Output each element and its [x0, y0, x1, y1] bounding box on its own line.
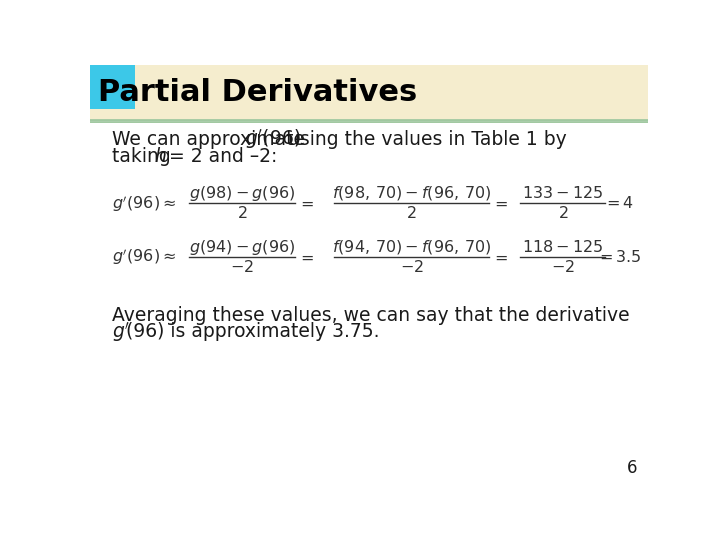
Text: $f(94,\,70) - f(96,\,70)$: $f(94,\,70) - f(96,\,70)$ — [332, 238, 492, 256]
Text: $f(98,\,70) - f(96,\,70)$: $f(98,\,70) - f(96,\,70)$ — [332, 184, 492, 202]
Text: $= 3.5$: $= 3.5$ — [595, 249, 642, 265]
Text: (96) is approximately 3.75.: (96) is approximately 3.75. — [126, 322, 379, 341]
Text: $-2$: $-2$ — [551, 259, 575, 275]
Text: $118 - 125$: $118 - 125$ — [522, 239, 603, 255]
Text: $133 - 125$: $133 - 125$ — [522, 185, 603, 201]
Text: $2$: $2$ — [557, 205, 568, 221]
Text: $g(94) - g(96)$: $g(94) - g(96)$ — [189, 238, 295, 257]
Text: 6: 6 — [627, 460, 638, 477]
Text: $=$: $=$ — [297, 250, 314, 265]
Text: $g'(96) \approx$: $g'(96) \approx$ — [112, 247, 176, 267]
Text: $=$: $=$ — [297, 196, 314, 211]
Text: using the values in Table 1 by: using the values in Table 1 by — [282, 130, 567, 149]
Text: = 2 and –2:: = 2 and –2: — [163, 147, 277, 166]
Bar — [90, 65, 135, 110]
Text: $g'(96)$: $g'(96)$ — [245, 127, 301, 152]
Text: $2$: $2$ — [237, 205, 247, 221]
Text: $g'$: $g'$ — [112, 320, 130, 344]
Text: $g'(96) \approx$: $g'(96) \approx$ — [112, 193, 176, 213]
Text: Averaging these values, we can say that the derivative: Averaging these values, we can say that … — [112, 306, 629, 325]
Text: We can approximate: We can approximate — [112, 130, 311, 149]
Text: $-2$: $-2$ — [230, 259, 254, 275]
Text: $g(98) - g(96)$: $g(98) - g(96)$ — [189, 184, 295, 203]
Text: $h$: $h$ — [153, 147, 166, 166]
Text: Partial Derivatives: Partial Derivatives — [98, 78, 417, 107]
Text: $=$: $=$ — [491, 196, 508, 211]
Text: taking: taking — [112, 147, 176, 166]
Text: $=$: $=$ — [491, 250, 508, 265]
Text: $-2$: $-2$ — [400, 259, 423, 275]
Bar — [90, 65, 648, 120]
Text: $2$: $2$ — [406, 205, 417, 221]
Text: $= 4$: $= 4$ — [603, 195, 634, 211]
